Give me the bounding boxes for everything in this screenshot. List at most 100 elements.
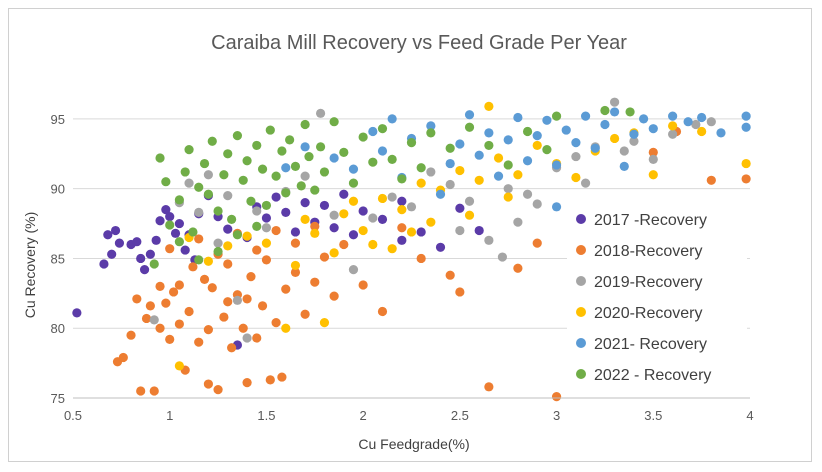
data-point bbox=[397, 235, 407, 245]
data-point bbox=[194, 182, 204, 192]
data-point bbox=[329, 153, 339, 163]
data-point bbox=[406, 138, 417, 148]
data-point bbox=[542, 145, 552, 155]
data-point bbox=[165, 334, 175, 344]
data-point bbox=[300, 142, 310, 152]
data-point bbox=[132, 294, 142, 304]
data-point bbox=[532, 238, 542, 248]
data-point bbox=[397, 174, 407, 184]
data-point bbox=[387, 192, 397, 202]
data-point bbox=[141, 313, 152, 324]
data-point bbox=[580, 178, 591, 188]
data-point bbox=[455, 139, 465, 149]
data-point bbox=[416, 178, 426, 188]
data-point bbox=[194, 255, 204, 265]
data-point bbox=[310, 185, 320, 195]
data-point bbox=[706, 175, 716, 185]
data-point bbox=[329, 291, 339, 301]
data-point bbox=[188, 262, 198, 272]
data-point bbox=[426, 167, 436, 177]
data-point bbox=[629, 136, 639, 146]
data-point bbox=[484, 101, 494, 111]
data-point bbox=[165, 244, 175, 254]
data-point bbox=[619, 161, 629, 171]
data-point bbox=[72, 308, 82, 318]
data-point bbox=[110, 225, 121, 236]
data-point bbox=[252, 221, 262, 231]
data-point bbox=[155, 281, 165, 291]
data-point bbox=[213, 238, 223, 248]
data-point bbox=[246, 196, 256, 206]
data-point bbox=[387, 114, 397, 124]
data-point bbox=[271, 192, 281, 202]
data-point bbox=[610, 107, 620, 117]
chart-frame: 0.5 1 1.5 2 2.5 3 3.5 4 75 80 85 90 95 Caraiba Mill… bbox=[8, 8, 812, 462]
data-point bbox=[484, 140, 494, 151]
data-point bbox=[377, 193, 388, 204]
data-point bbox=[232, 295, 243, 305]
data-point bbox=[155, 216, 165, 226]
data-point bbox=[532, 140, 542, 151]
series-group bbox=[149, 105, 635, 269]
data-point bbox=[242, 294, 252, 304]
data-point bbox=[203, 325, 213, 335]
data-point bbox=[377, 124, 388, 134]
data-point bbox=[174, 280, 184, 290]
data-point bbox=[532, 199, 542, 209]
data-point bbox=[223, 241, 233, 251]
data-point bbox=[435, 189, 446, 199]
data-point bbox=[132, 237, 142, 247]
data-point bbox=[319, 252, 330, 262]
data-point bbox=[683, 117, 693, 127]
data-point bbox=[397, 223, 407, 233]
y-tick-label: 85 bbox=[51, 251, 65, 266]
data-point bbox=[271, 171, 281, 181]
legend-label: 2021- Recovery bbox=[594, 336, 707, 353]
data-point bbox=[464, 210, 475, 220]
data-point bbox=[455, 203, 465, 213]
data-point bbox=[165, 220, 175, 230]
data-point bbox=[271, 318, 281, 328]
data-point bbox=[513, 112, 523, 123]
data-point bbox=[180, 245, 190, 255]
data-point bbox=[377, 214, 388, 224]
data-point bbox=[184, 145, 194, 155]
data-point bbox=[174, 195, 184, 205]
legend-label: 2019-Recovery bbox=[594, 274, 703, 291]
data-point bbox=[114, 238, 125, 248]
data-point bbox=[387, 244, 397, 254]
legend-marker bbox=[576, 338, 586, 348]
data-point bbox=[339, 189, 349, 199]
legend-background bbox=[567, 203, 747, 388]
data-point bbox=[474, 150, 484, 160]
data-point bbox=[319, 167, 330, 177]
data-point bbox=[103, 230, 113, 240]
data-point bbox=[252, 206, 262, 216]
data-point bbox=[590, 143, 600, 153]
data-point bbox=[296, 181, 306, 191]
data-point bbox=[168, 287, 179, 297]
data-point bbox=[648, 124, 658, 134]
data-point bbox=[242, 156, 252, 166]
data-point bbox=[348, 196, 359, 206]
data-point bbox=[741, 111, 751, 121]
data-point bbox=[348, 265, 359, 275]
data-point bbox=[149, 386, 159, 396]
data-point bbox=[455, 287, 465, 297]
data-point bbox=[639, 114, 649, 124]
legend-label: 2017 -Recovery bbox=[594, 212, 707, 229]
data-point bbox=[203, 379, 213, 389]
data-point bbox=[513, 263, 523, 273]
data-point bbox=[484, 128, 494, 138]
data-point bbox=[315, 108, 326, 118]
legend-marker bbox=[576, 245, 586, 255]
data-point bbox=[174, 361, 184, 371]
data-point bbox=[445, 143, 455, 153]
data-point bbox=[300, 198, 310, 208]
data-point bbox=[319, 200, 330, 211]
data-point bbox=[503, 160, 513, 170]
legend-marker bbox=[576, 276, 586, 286]
data-point bbox=[629, 129, 639, 139]
data-point bbox=[397, 196, 407, 206]
data-point bbox=[194, 337, 204, 347]
